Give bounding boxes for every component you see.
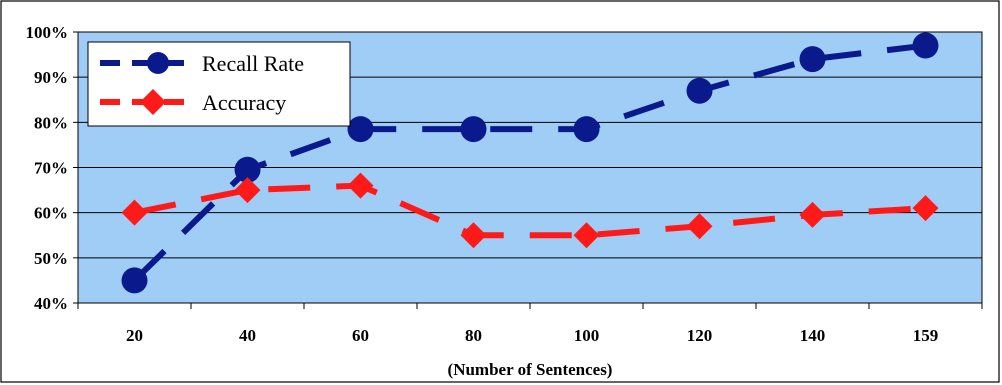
series-layer xyxy=(121,32,939,294)
recall-rate-point xyxy=(912,32,939,59)
legend-accuracy-label: Accuracy xyxy=(202,90,286,115)
recall-rate-point xyxy=(686,77,713,104)
x-tick-label: 159 xyxy=(913,326,939,345)
recall-rate-point xyxy=(234,156,261,183)
legend: Recall Rate Accuracy xyxy=(87,41,351,127)
recall-rate-point xyxy=(799,46,826,73)
legend-box xyxy=(87,41,351,127)
accuracy-point xyxy=(460,222,487,249)
y-tick-label: 70% xyxy=(34,159,68,178)
legend-recall-marker xyxy=(147,52,169,74)
x-tick-label: 20 xyxy=(126,326,143,345)
x-axis-label: (Number of Sentences) xyxy=(448,360,613,379)
recall-rate-point xyxy=(573,116,600,143)
y-tick-label: 40% xyxy=(34,294,68,313)
recall-rate-series-line xyxy=(132,42,926,283)
y-tick-label: 100% xyxy=(26,23,69,42)
legend-recall-label: Recall Rate xyxy=(202,51,304,76)
accuracy-point xyxy=(573,222,600,249)
accuracy-point xyxy=(799,201,826,228)
recall-rate-point xyxy=(460,116,487,143)
x-tick-label: 100 xyxy=(574,326,600,345)
accuracy-series-line xyxy=(133,182,926,239)
x-tick-label: 140 xyxy=(800,326,826,345)
y-tick-label: 90% xyxy=(34,68,68,87)
y-tick-label: 50% xyxy=(34,249,68,268)
accuracy-point xyxy=(912,195,939,222)
x-tick-label: 120 xyxy=(687,326,713,345)
accuracy-point xyxy=(686,213,713,240)
accuracy-point xyxy=(347,172,374,199)
y-axis-ticks: 40% 50% 60% 70% 80% 90% 100% xyxy=(26,23,78,313)
recall-rate-point xyxy=(121,267,148,294)
accuracy-point xyxy=(121,199,148,226)
recall-rate-point xyxy=(347,116,374,143)
x-axis-ticks: 20 40 60 80 100 120 140 159 xyxy=(77,303,983,345)
accuracy-point xyxy=(234,177,261,204)
x-tick-label: 40 xyxy=(239,326,256,345)
legend-accuracy-marker xyxy=(140,89,166,115)
y-tick-label: 60% xyxy=(34,204,68,223)
x-tick-label: 80 xyxy=(465,326,482,345)
x-tick-label: 60 xyxy=(352,326,369,345)
y-tick-label: 80% xyxy=(34,113,68,132)
